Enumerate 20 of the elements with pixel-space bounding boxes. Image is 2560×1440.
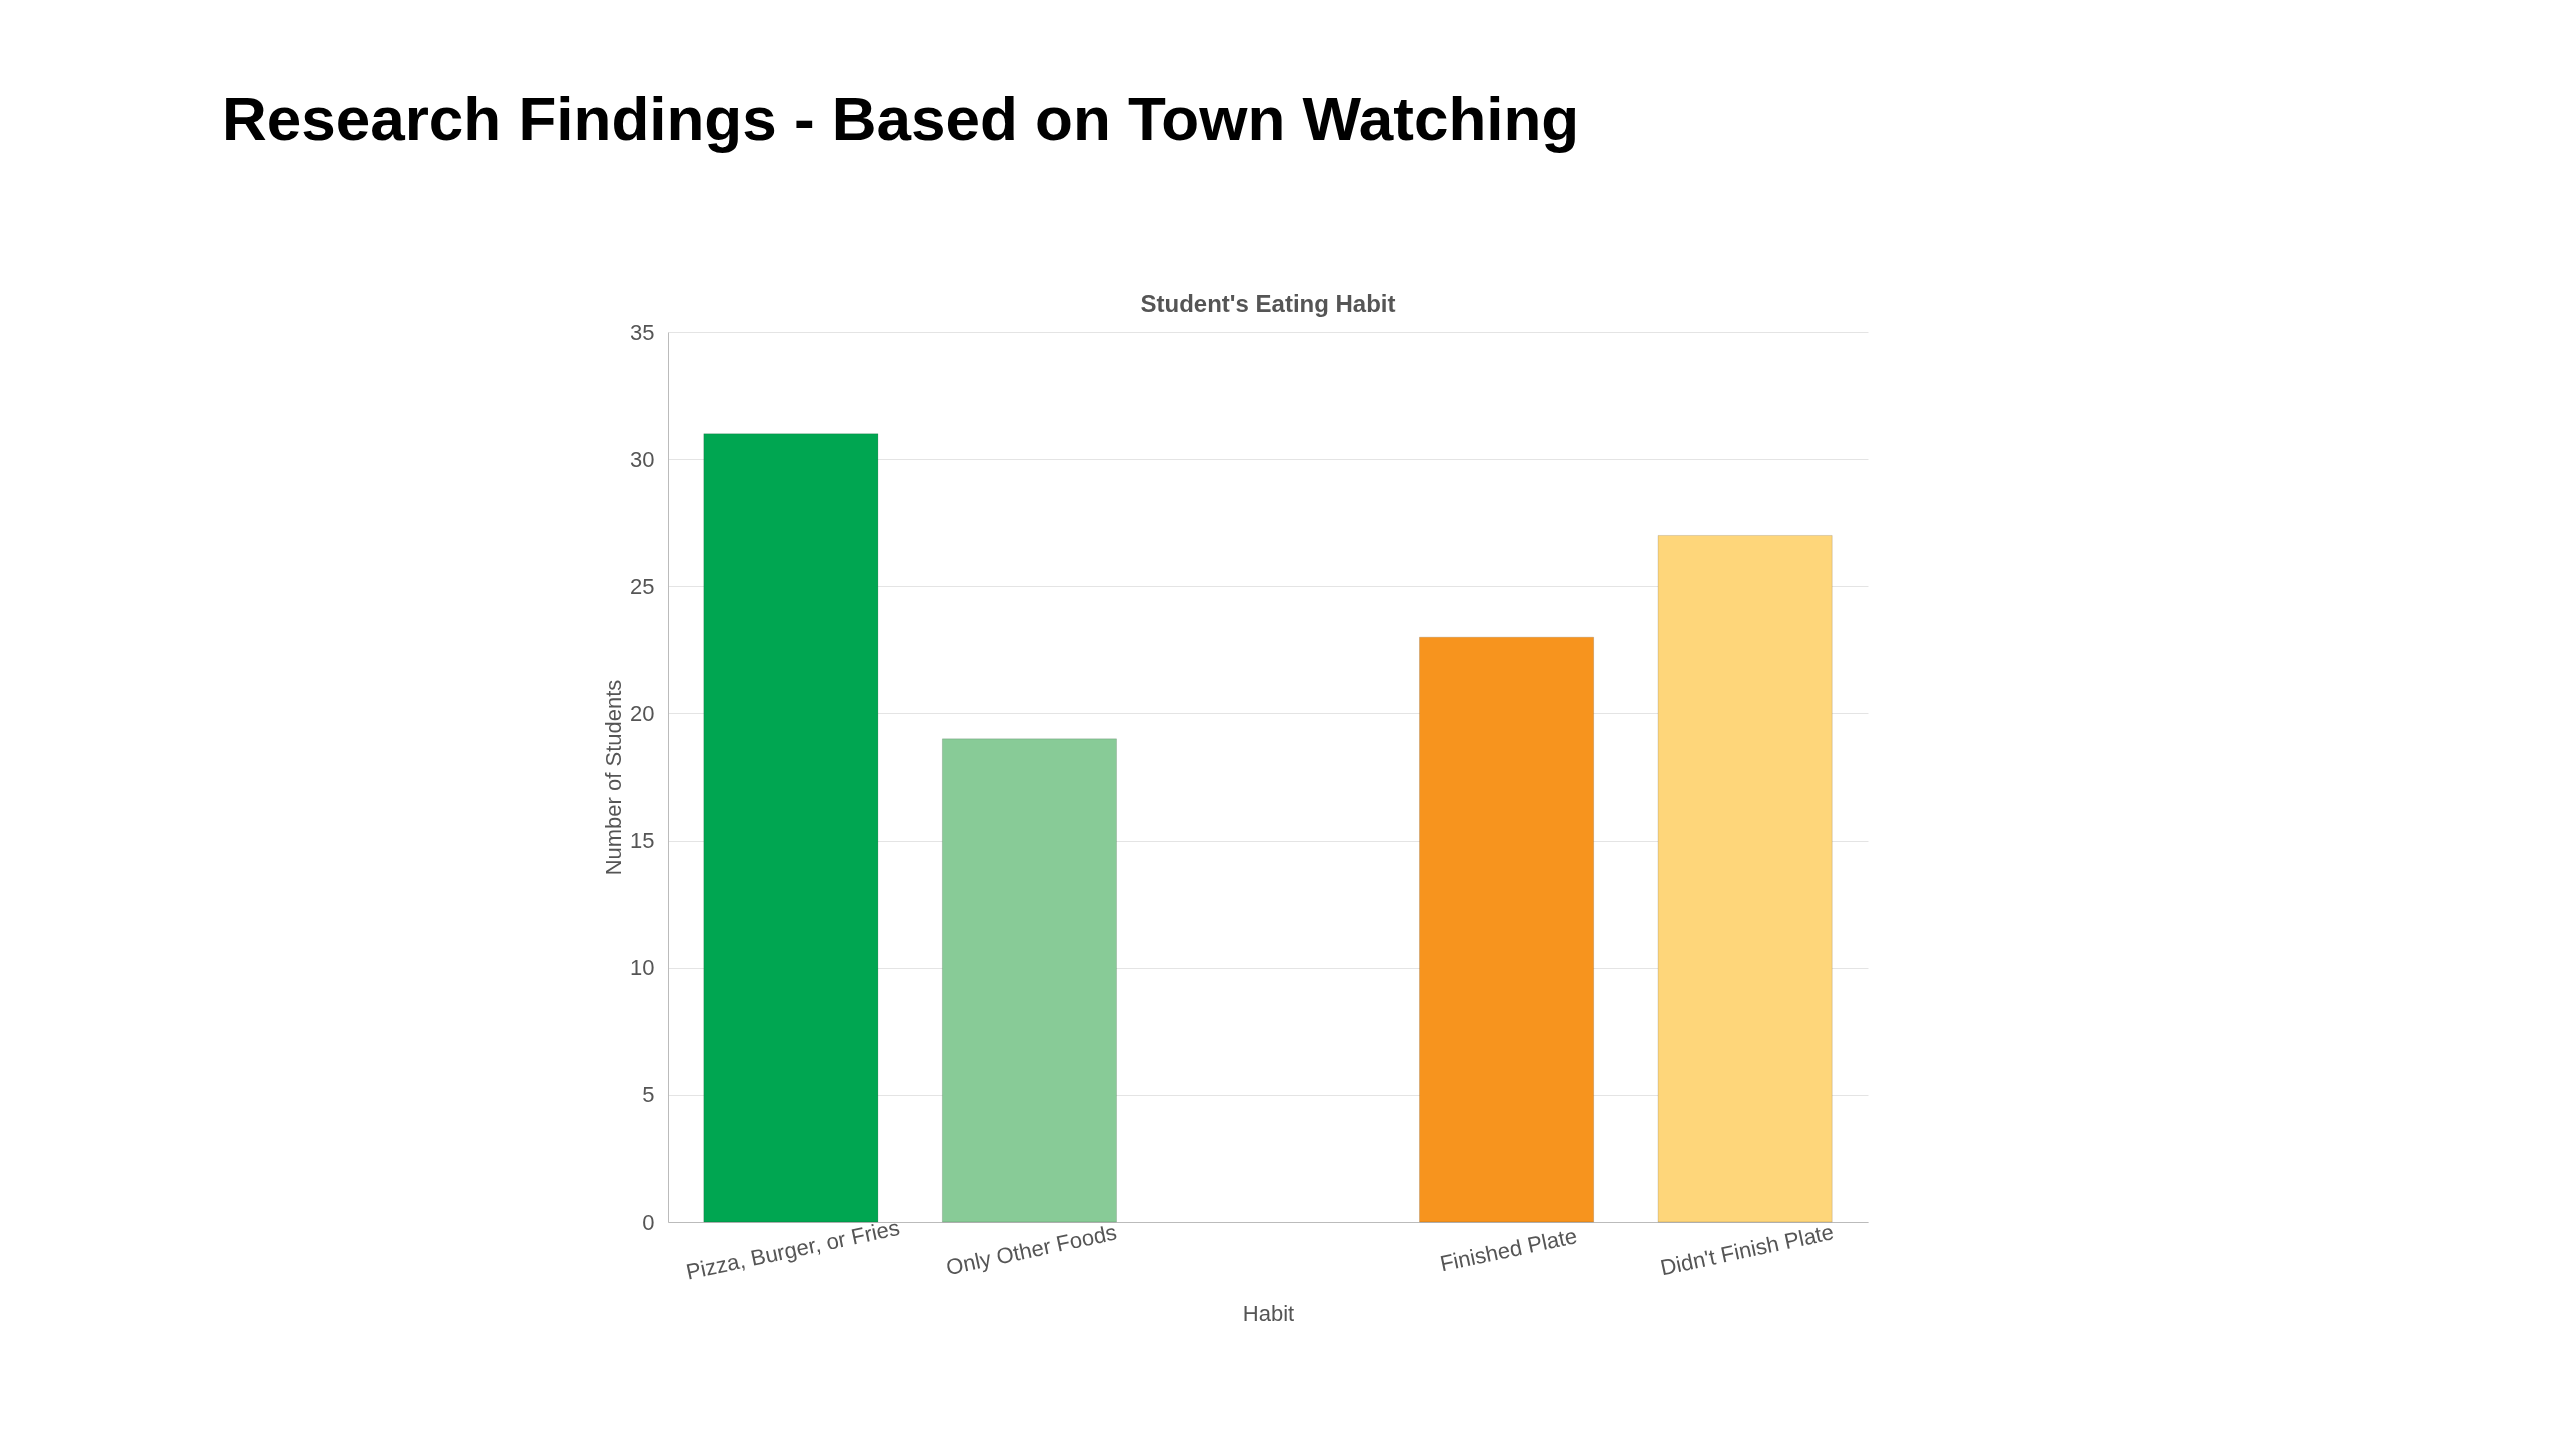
x-tick-label: Finished Plate <box>1437 1223 1580 1277</box>
y-tick-label: 25 <box>630 573 655 599</box>
x-tick-label: Pizza, Burger, or Fries <box>683 1214 902 1285</box>
chart-title: Research Findings - Based on Town Watching <box>222 84 1580 153</box>
bar <box>941 738 1118 1223</box>
bar <box>1657 534 1833 1223</box>
bar <box>703 433 879 1223</box>
x-tick-label: Only Other Foods <box>943 1219 1119 1281</box>
y-tick-label: 15 <box>630 828 655 854</box>
y-tick-label: 30 <box>630 446 655 472</box>
y-tick-label: 5 <box>642 1082 655 1108</box>
x-tick-label: Didn't Finish Plate <box>1658 1219 1837 1281</box>
y-tick-label: 35 <box>630 319 655 345</box>
x-axis-title: Habit <box>1242 1300 1295 1326</box>
chart-subtitle: Student's Eating Habit <box>1140 290 1396 317</box>
y-tick-label: 20 <box>630 700 655 726</box>
bar <box>1418 636 1595 1223</box>
y-tick-label: 10 <box>630 955 655 981</box>
y-axis-title: Number of Students <box>601 679 627 876</box>
y-tick-label: 0 <box>642 1209 655 1235</box>
